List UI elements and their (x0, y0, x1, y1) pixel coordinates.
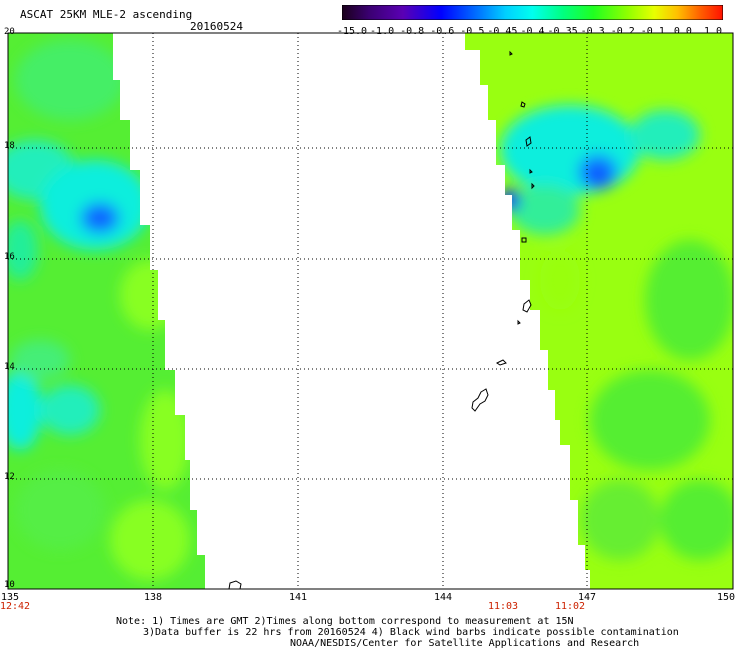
colorbar-label: -0.6 (430, 26, 455, 37)
lon-label-144: 144 (433, 592, 453, 603)
lat-label-18: 18 (4, 141, 15, 151)
colorbar-label: -0.35 (547, 26, 578, 37)
lat-label-20: 20 (4, 27, 15, 37)
left-swath (8, 33, 205, 589)
colorbar-label: -0.3 (580, 26, 605, 37)
swath-time-right-b: 11:02 (554, 601, 586, 612)
lon-label-147: 147 (577, 592, 597, 603)
lat-label-10: 10 (4, 580, 15, 590)
graticule (8, 33, 733, 589)
right-swath (465, 33, 733, 589)
lat-label-16: 16 (4, 252, 15, 262)
colorbar-label: 0.0 (673, 26, 692, 37)
note-line-3: NOAA/NESDIS/Center for Satellite Applica… (290, 638, 640, 649)
lon-label-150: 150 (716, 592, 736, 603)
map-frame (7, 32, 734, 590)
colorbar-label: -0.2 (610, 26, 635, 37)
note-line-2: 3)Data buffer is 22 hrs from 20160524 4)… (143, 627, 679, 638)
swath-time-left: 12:42 (0, 601, 31, 612)
colorbar-label: -0.4 (520, 26, 545, 37)
map-title: ASCAT 25KM MLE-2 ascending (20, 8, 193, 21)
colorbar (342, 5, 723, 20)
colorbar-label: -0.8 (400, 26, 425, 37)
colorbar-label: -1.0 (370, 26, 395, 37)
lon-label-138: 138 (143, 592, 163, 603)
colorbar-label: -0.5 (460, 26, 485, 37)
lon-label-141: 141 (288, 592, 308, 603)
swath-time-right-a: 11:03 (487, 601, 519, 612)
colorbar-label: 1.0 (703, 26, 723, 37)
colorbar-label: -0.45 (487, 26, 518, 37)
map-date: 20160524 (190, 20, 243, 33)
lat-label-12: 12 (4, 472, 15, 482)
colorbar-label: -0.1 (640, 26, 665, 37)
lat-label-14: 14 (4, 362, 15, 372)
lon-label-135: 135 (0, 592, 20, 603)
colorbar-label: -15.0 (336, 26, 368, 37)
island-outlines (228, 50, 535, 590)
note-line-1: Note: 1) Times are GMT 2)Times along bot… (116, 616, 574, 627)
